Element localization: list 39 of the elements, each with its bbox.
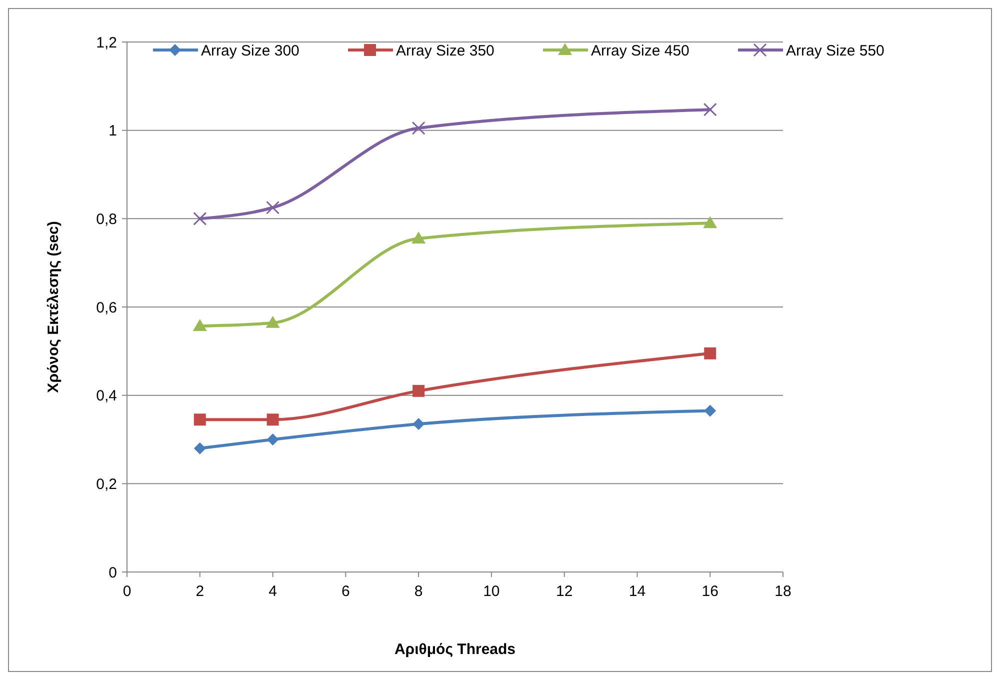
point [703,216,718,228]
point [412,121,426,135]
y-tick-label: 0,6 [96,299,117,316]
legend-label: Array Size 300 [201,42,300,60]
y-axis-title: Χρόνος Εκτέλεσης (sec) [45,221,62,393]
y-tick-label: 0,4 [96,388,117,405]
y-tick-label: 1,2 [96,34,117,52]
point [194,442,206,454]
x-tick-label: 10 [483,583,500,600]
point [194,414,206,426]
point [266,414,279,426]
point [412,418,425,430]
x-tick-label: 8 [414,583,423,600]
x-tick-label: 14 [628,583,646,600]
x-tick-label: 16 [702,583,718,600]
point [704,404,716,417]
legend-label: Array Size 450 [591,42,690,60]
x-tick-label: 12 [556,583,573,600]
legend-label: Array Size 350 [396,42,494,60]
x-axis-title: Αριθμός Threads [394,641,516,658]
x-tick-label: 18 [774,583,792,600]
y-tick-label: 0,8 [96,210,117,228]
point [266,200,280,214]
y-tick-label: 1 [108,122,117,140]
x-tick-label: 0 [122,583,132,600]
point [703,102,717,116]
point [412,232,426,244]
legend-label: Array Size 550 [786,42,884,60]
x-tick-label: 2 [196,583,204,600]
point [193,212,207,226]
point [266,434,279,446]
point [704,347,716,360]
y-tick-label: 0 [108,564,117,582]
y-tick-label: 0,2 [96,476,117,493]
point [266,316,280,328]
x-tick-label: 6 [341,583,350,600]
point [192,318,207,331]
x-tick-label: 4 [268,583,277,600]
point [412,384,425,397]
